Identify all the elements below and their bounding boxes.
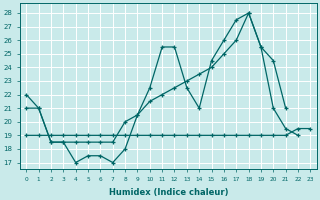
X-axis label: Humidex (Indice chaleur): Humidex (Indice chaleur) xyxy=(108,188,228,197)
